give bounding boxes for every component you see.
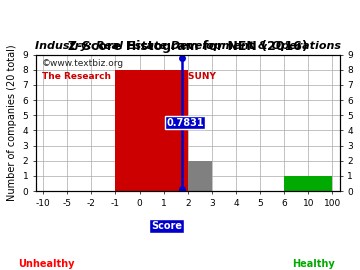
Text: 0.7831: 0.7831 bbox=[166, 118, 204, 128]
Text: Score: Score bbox=[151, 221, 182, 231]
Text: Industry: Real Estate Development & Operations: Industry: Real Estate Development & Oper… bbox=[35, 41, 341, 51]
Title: Z-Score Histogram for NEN (2016): Z-Score Histogram for NEN (2016) bbox=[68, 40, 307, 53]
Text: Unhealthy: Unhealthy bbox=[19, 259, 75, 269]
Y-axis label: Number of companies (20 total): Number of companies (20 total) bbox=[7, 45, 17, 201]
Bar bbox=[116, 70, 188, 191]
Bar bbox=[308, 176, 332, 191]
Text: The Research Foundation of SUNY: The Research Foundation of SUNY bbox=[42, 72, 216, 81]
Text: Healthy: Healthy bbox=[292, 259, 334, 269]
Bar bbox=[284, 176, 308, 191]
Text: ©www.textbiz.org: ©www.textbiz.org bbox=[42, 59, 124, 68]
Bar bbox=[188, 161, 212, 191]
